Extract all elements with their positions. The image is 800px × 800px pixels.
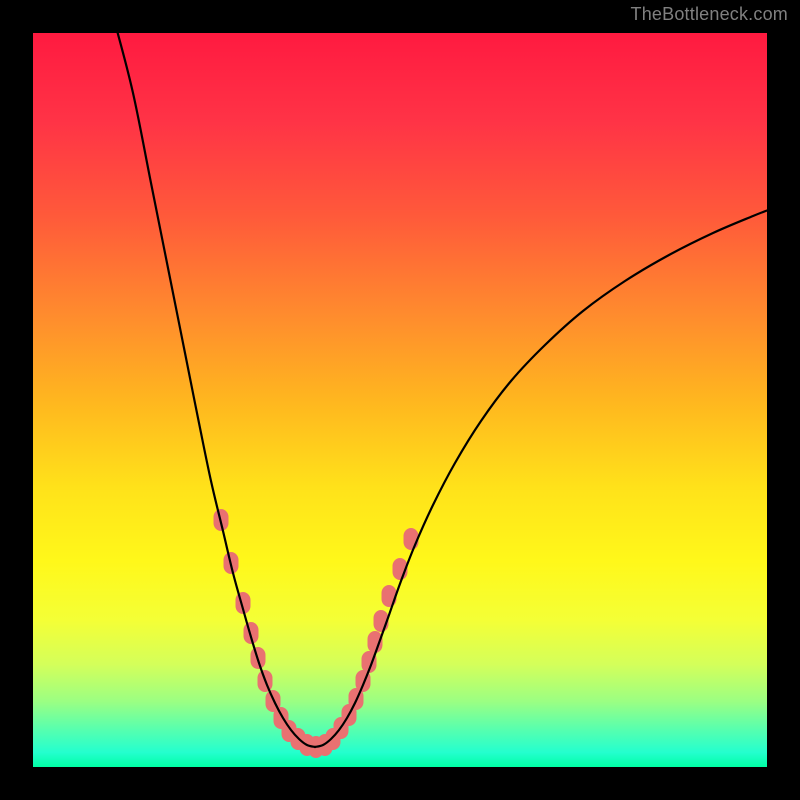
- chart-frame: TheBottleneck.com: [0, 0, 800, 800]
- marker-group: [214, 509, 419, 758]
- plot-area: [33, 33, 767, 767]
- watermark-text: TheBottleneck.com: [631, 4, 788, 25]
- curve-left_branch: [115, 33, 315, 747]
- line-group: [115, 33, 767, 747]
- curves-layer: [33, 33, 767, 767]
- border-bottom: [0, 767, 800, 800]
- border-right: [767, 0, 800, 800]
- curve-right_branch: [315, 209, 767, 747]
- border-left: [0, 0, 33, 800]
- data-marker: [404, 528, 419, 550]
- data-marker: [382, 585, 397, 607]
